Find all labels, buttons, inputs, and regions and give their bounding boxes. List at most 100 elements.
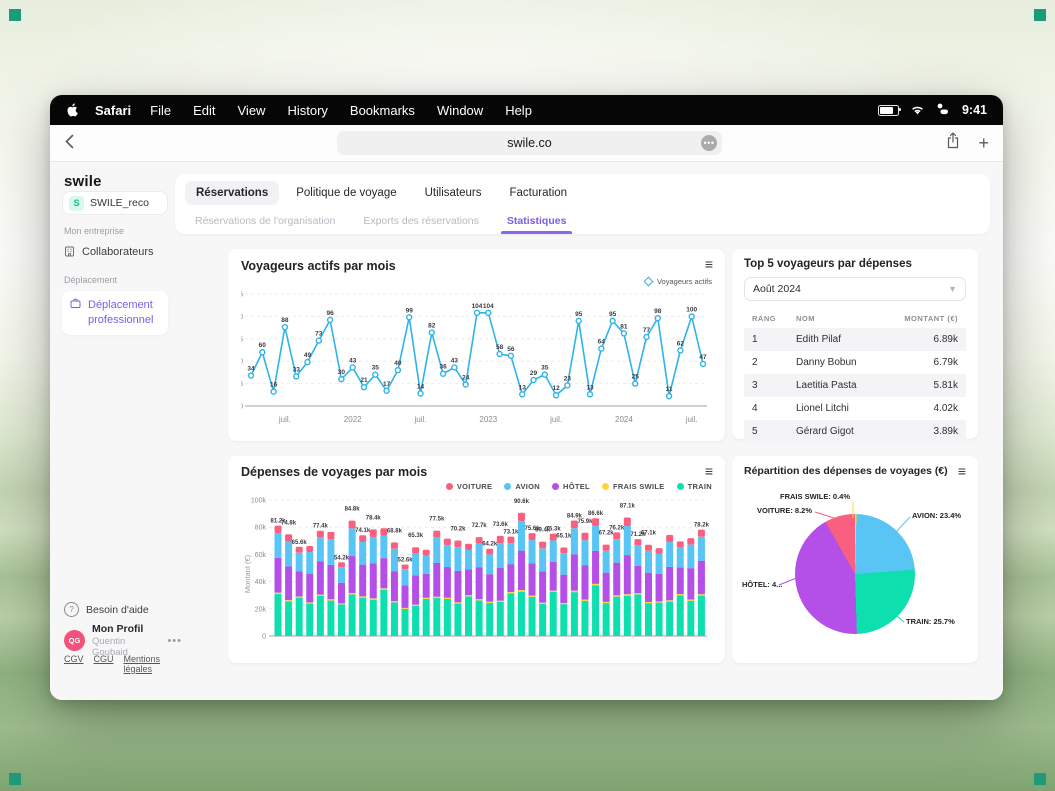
- chart-title: Voyageurs actifs par mois: [241, 259, 396, 273]
- sidebar-item-deplacement-professionnel[interactable]: Déplacement professionnel: [62, 291, 168, 335]
- pie-label-avion: AVION: 23.4%: [912, 511, 962, 520]
- svg-text:88: 88: [281, 317, 289, 324]
- legend-item-train[interactable]: TRAIN: [676, 482, 712, 491]
- svg-text:70.2k: 70.2k: [450, 527, 466, 533]
- table-row: 2 Danny Bobun 6.79k: [752, 357, 958, 368]
- back-button[interactable]: [64, 134, 75, 152]
- svg-text:47: 47: [699, 354, 707, 361]
- svg-text:87.1k: 87.1k: [620, 504, 636, 510]
- period-select[interactable]: Août 2024 ▼: [744, 277, 966, 301]
- swile-page: swile S SWILE_reco Mon entreprise Collab…: [50, 162, 1003, 700]
- subtab-statistiques[interactable]: Statistiques: [497, 208, 577, 234]
- sidebar-item-collaborateurs[interactable]: Collaborateurs: [64, 246, 154, 258]
- chart-menu-icon[interactable]: ≡: [957, 463, 966, 479]
- legend-item-voiture[interactable]: VOITURE: [445, 482, 492, 491]
- legend-dot-icon: [445, 482, 453, 490]
- legend-item-frais-swile[interactable]: FRAIS SWILE: [601, 482, 665, 491]
- menu-item-bookmarks[interactable]: Bookmarks: [349, 102, 415, 118]
- menu-item-edit[interactable]: Edit: [193, 102, 216, 118]
- control-center-icon[interactable]: [936, 103, 949, 118]
- safari-window: Safari File Edit View History Bookmarks Windo…: [50, 95, 1003, 700]
- svg-text:74.8k: 74.8k: [281, 520, 297, 526]
- svg-text:2024: 2024: [615, 415, 633, 424]
- legal-link[interactable]: CGV: [64, 654, 84, 664]
- svg-text:30: 30: [338, 369, 346, 376]
- menu-item-window[interactable]: Window: [436, 102, 484, 118]
- line-chart[interactable]: 0 25 50 75 100 125 juil. 2022 juil. 2023 juil. 2024…: [241, 288, 711, 433]
- svg-text:64.2k: 64.2k: [482, 542, 498, 548]
- tab-utilisateurs[interactable]: Utilisateurs: [424, 187, 482, 199]
- line-legend: Voyageurs actifs: [241, 275, 712, 288]
- card-title: Top 5 voyageurs par dépenses: [744, 258, 912, 270]
- svg-text:65.6k: 65.6k: [292, 540, 308, 546]
- top5-table: RANG NOM MONTANT (€) 1 Edith Pilaf 6.89k 2 D…: [744, 309, 966, 443]
- pie-chart[interactable]: [795, 514, 915, 634]
- svg-text:58: 58: [496, 344, 504, 351]
- svg-text:12: 12: [552, 385, 560, 392]
- page-more-button[interactable]: •••: [701, 135, 717, 151]
- profile-more-icon[interactable]: •••: [167, 634, 182, 647]
- svg-text:77: 77: [643, 327, 651, 334]
- svg-text:2022: 2022: [344, 415, 362, 424]
- profile-block[interactable]: QG Mon Profil Quentin Goubaid •••: [64, 623, 182, 658]
- svg-text:65.3k: 65.3k: [408, 533, 424, 539]
- svg-text:74.1k: 74.1k: [355, 528, 371, 534]
- legend-item-avion[interactable]: AVION: [504, 482, 540, 491]
- wallpaper-corner-mark: [9, 9, 21, 21]
- address-bar[interactable]: swile.co •••: [337, 131, 722, 155]
- card-top5-voyageurs: Top 5 voyageurs par dépenses Août 2024 ▼…: [732, 249, 978, 443]
- col-montant: MONTANT (€): [904, 314, 958, 323]
- svg-text:40k: 40k: [255, 579, 267, 586]
- menu-item-view[interactable]: View: [237, 102, 266, 118]
- svg-text:20k: 20k: [255, 606, 267, 613]
- svg-text:65.1k: 65.1k: [556, 533, 572, 539]
- tab-r-servations[interactable]: Réservations: [185, 181, 280, 205]
- menu-item-history[interactable]: History: [287, 102, 328, 118]
- subtab-exports-des-r-servations[interactable]: Exports des réservations: [363, 215, 479, 227]
- svg-text:86.6k: 86.6k: [588, 511, 604, 517]
- svg-text:17: 17: [383, 381, 391, 388]
- tab-politique-de-voyage[interactable]: Politique de voyage: [296, 187, 397, 199]
- tab-facturation[interactable]: Facturation: [509, 187, 568, 199]
- svg-text:21: 21: [360, 377, 368, 384]
- wallpaper-corner-mark: [1034, 773, 1046, 785]
- svg-text:14: 14: [417, 383, 425, 390]
- svg-text:73: 73: [315, 331, 323, 338]
- svg-text:75.9k: 75.9k: [577, 519, 593, 525]
- legal-link[interactable]: Mentions légales: [123, 654, 161, 674]
- menu-item-file[interactable]: File: [150, 102, 172, 118]
- svg-text:60: 60: [259, 342, 267, 349]
- chart-menu-icon[interactable]: ≡: [704, 256, 713, 272]
- subtab-r-servations-de-l-organisation[interactable]: Réservations de l'organisation: [195, 215, 336, 227]
- legend-marker-icon: [643, 276, 654, 287]
- svg-text:84.8k: 84.8k: [345, 507, 361, 513]
- avatar: QG: [64, 630, 85, 652]
- profile-name: Mon Profil: [92, 623, 144, 635]
- card-voyageurs-actifs: Voyageurs actifs par mois ≡ Voyageurs ac…: [228, 249, 725, 441]
- legend-item-h-tel[interactable]: HÔTEL: [552, 482, 590, 491]
- svg-text:24: 24: [462, 374, 470, 381]
- new-tab-button[interactable]: +: [978, 132, 989, 153]
- org-switcher[interactable]: S SWILE_reco: [62, 191, 168, 215]
- apple-logo-icon[interactable]: [66, 102, 79, 118]
- pie-label-h-tel: HÔTEL: 4...: [742, 580, 783, 589]
- svg-text:95: 95: [609, 311, 617, 318]
- help-button[interactable]: ? Besoin d'aide: [64, 602, 149, 617]
- svg-text:78.2k: 78.2k: [694, 523, 710, 529]
- table-header: RANG NOM MONTANT (€): [744, 309, 966, 328]
- help-label: Besoin d'aide: [86, 603, 149, 616]
- chart-menu-icon[interactable]: ≡: [704, 463, 713, 479]
- menu-item-help[interactable]: Help: [505, 102, 532, 118]
- svg-text:0: 0: [262, 634, 266, 641]
- legal-link[interactable]: CGU: [93, 654, 114, 664]
- legal-links: CGV CGU Mentions légales: [64, 654, 174, 674]
- svg-text:34: 34: [247, 366, 255, 373]
- chevron-down-icon: ▼: [948, 284, 957, 294]
- menubar-app-name[interactable]: Safari: [95, 102, 132, 118]
- share-icon[interactable]: [946, 132, 960, 154]
- svg-text:25: 25: [241, 379, 243, 388]
- url-text: swile.co: [507, 136, 552, 150]
- svg-text:76.2k: 76.2k: [609, 525, 625, 531]
- svg-text:98: 98: [654, 308, 662, 315]
